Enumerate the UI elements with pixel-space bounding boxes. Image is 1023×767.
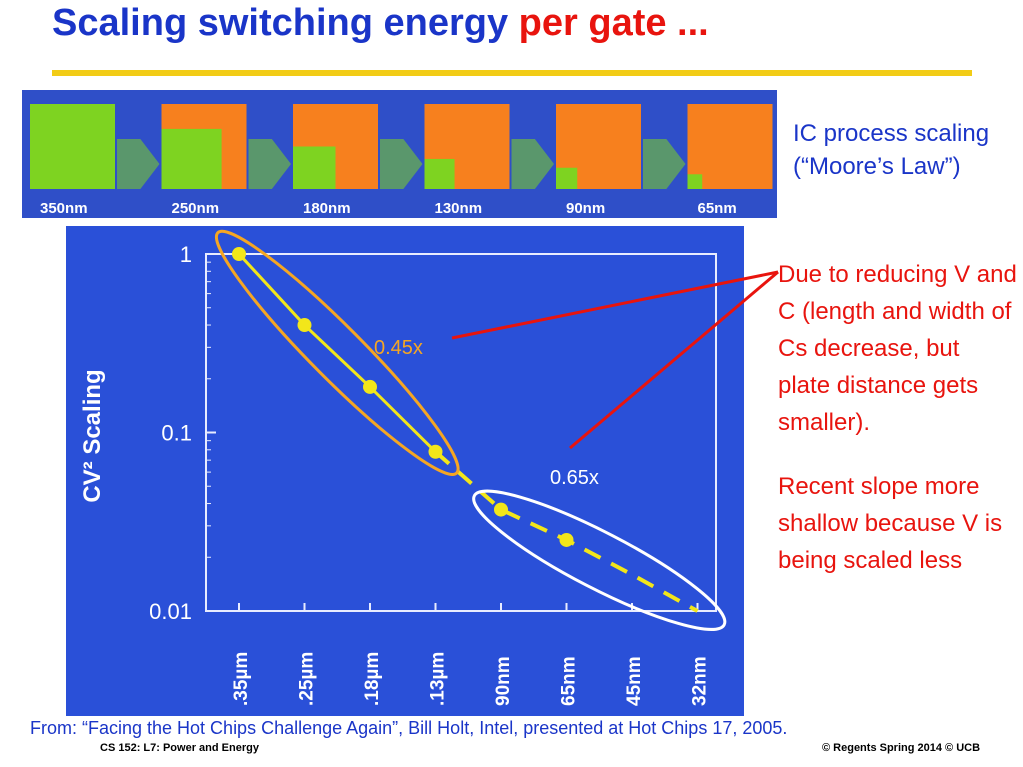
y-tick-label: 1: [180, 242, 192, 267]
data-point: [494, 502, 508, 517]
node-label-90nm: 90nm: [566, 200, 605, 217]
x-tick-label: .18µm: [362, 652, 383, 706]
title-main: Scaling switching energy: [52, 2, 519, 44]
slide-title: Scaling switching energy per gate ...: [52, 2, 709, 45]
scaling-arrow: [248, 139, 291, 189]
series-line-early: [237, 252, 437, 453]
chip-350nm: [30, 104, 115, 189]
recent-nodes-ellipse: [472, 489, 727, 631]
y-axis-label: CV² Scaling: [79, 369, 106, 502]
scaling-arrow: [643, 139, 686, 189]
scaling-arrow: [117, 139, 160, 189]
slope-annotation-recent: 0.65x: [550, 467, 599, 489]
scaling-arrow: [380, 139, 423, 189]
x-tick-label: 65nm: [559, 656, 580, 706]
x-tick-label: 32nm: [690, 656, 711, 706]
title-underline: [52, 70, 972, 76]
source-citation: From: “Facing the Hot Chips Challenge Ag…: [30, 718, 788, 738]
node-label-180nm: 180nm: [303, 200, 351, 217]
chip-90nm: [556, 167, 578, 189]
x-tick-label: .13µm: [428, 652, 449, 706]
node-label-250nm: 250nm: [172, 200, 220, 217]
chart-background: [66, 226, 744, 716]
node-label-350nm: 350nm: [40, 200, 88, 217]
note-recent-slope: Recent slope more shallow because V is b…: [778, 473, 1003, 574]
footer-course: CS 152: L7: Power and Energy: [100, 742, 259, 754]
node-label-65nm: 65nm: [698, 200, 737, 217]
data-point: [297, 318, 312, 333]
x-tick-label: .35µm: [231, 652, 252, 706]
data-point: [559, 532, 574, 547]
x-tick-label: 45nm: [624, 656, 645, 706]
x-tick-label: .25µm: [297, 652, 318, 706]
x-tick-label: 90nm: [493, 656, 514, 706]
cv2-scaling-chart: 1 0.1 0.01 .35µm .25µm .18µm .13µm 90nm 65nm 45nm…: [66, 226, 744, 716]
chip-250nm: [161, 128, 222, 189]
ic-caption-line1: IC process scaling: [793, 120, 990, 147]
y-tick-label: 0.01: [149, 599, 192, 624]
slope-annotation-early: 0.45x: [374, 337, 423, 359]
footer-copyright: © Regents Spring 2014 © UCB: [822, 742, 981, 754]
note-reason: Due to reducing V and C (length and widt…: [778, 261, 1017, 436]
chip-180nm: [293, 146, 336, 189]
chip-130nm: [424, 158, 455, 189]
data-point: [232, 247, 246, 261]
ic-caption-line2: (“Moore’s Law”): [793, 153, 961, 180]
ic-process-caption: IC process scaling (“Moore’s Law”): [793, 117, 989, 183]
early-nodes-ellipse: [214, 229, 460, 476]
y-tick-label: 0.1: [161, 421, 192, 446]
data-point: [428, 444, 443, 459]
explanation-note: Due to reducing V and C (length and widt…: [778, 256, 1018, 606]
data-point: [363, 379, 377, 394]
scaling-arrow: [511, 139, 554, 189]
node-label-130nm: 130nm: [435, 200, 483, 217]
process-scaling-strip: 350nm 250nm 180nm 130nm 90nm 65nm: [22, 90, 777, 218]
title-highlight: per gate ...: [518, 2, 709, 44]
chip-65nm: [687, 174, 703, 189]
